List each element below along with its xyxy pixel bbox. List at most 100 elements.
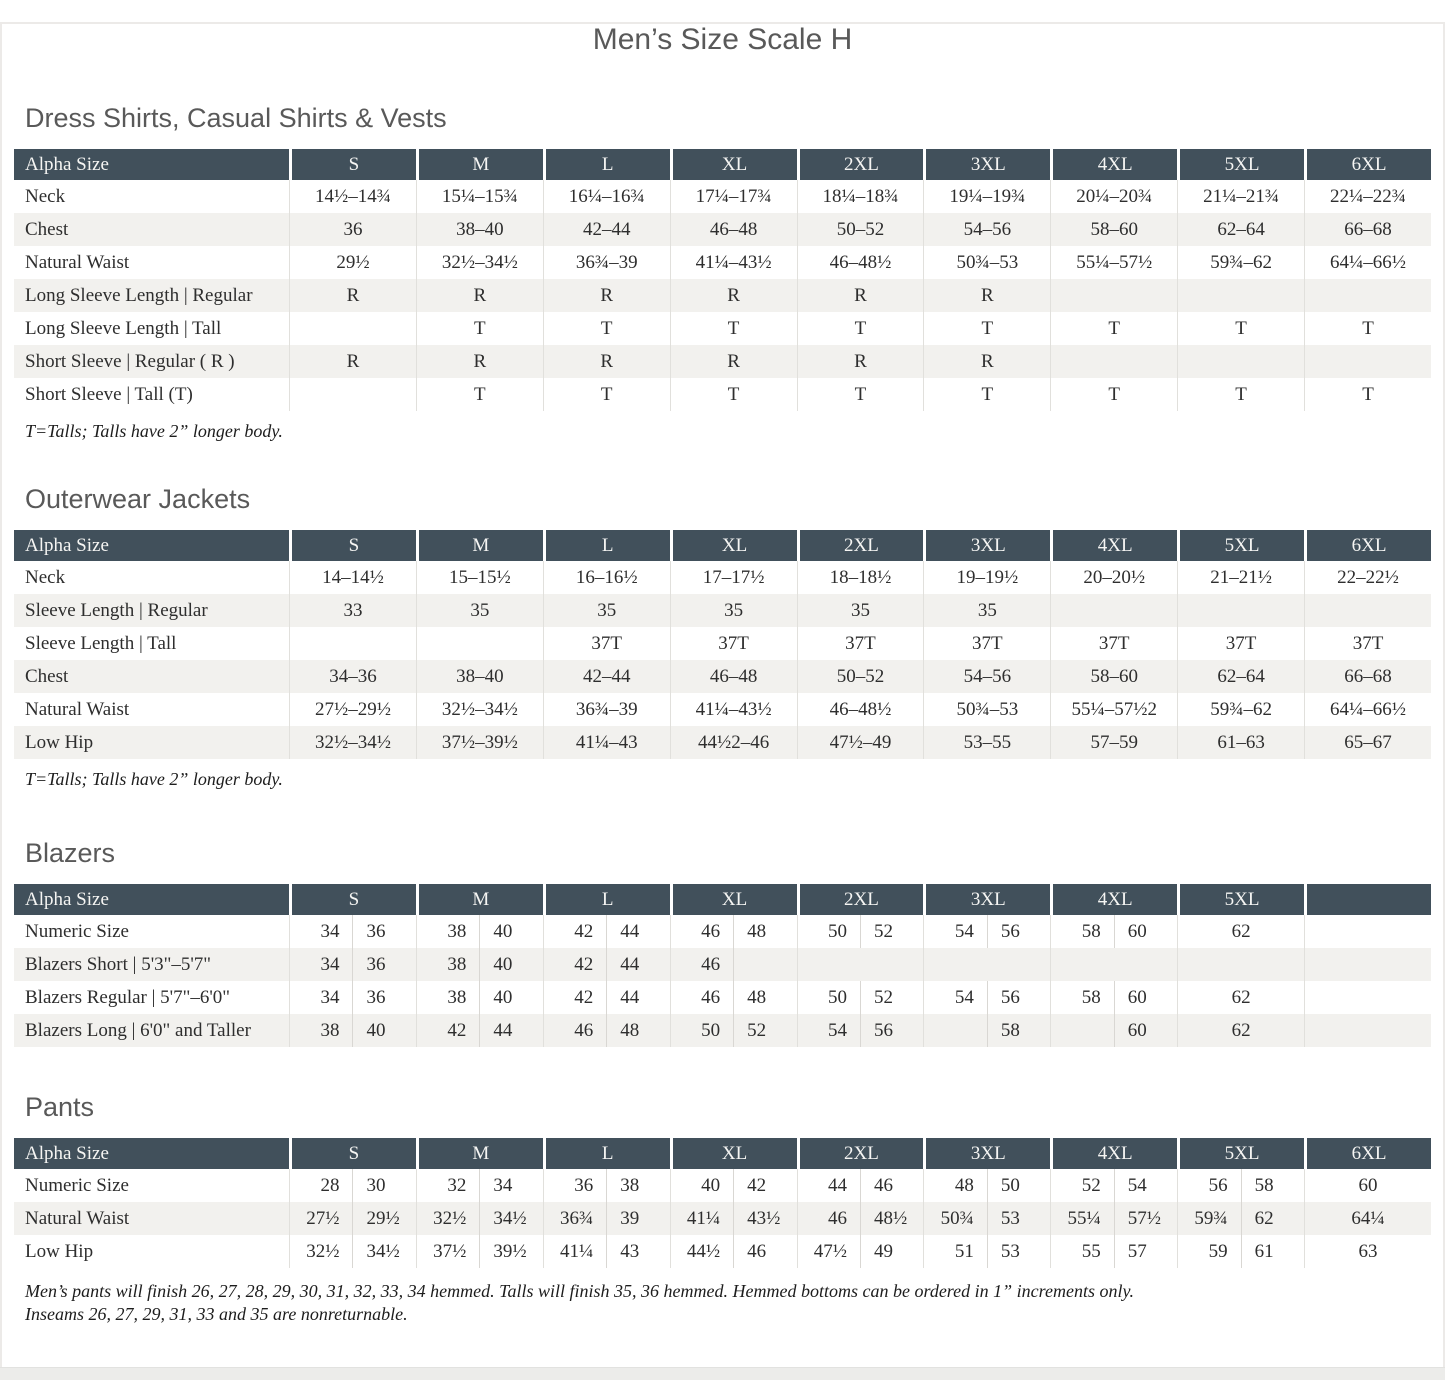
outerwear-jackets-table-container: Alpha Size S M L XL 2XL 3XL 4XL 5XL 6XL Neck 14–14½…: [0, 530, 1445, 759]
size-table: Alpha Size S M L XL 2XL 3XL 4XL 5XL 6XL Numeric Si…: [14, 1138, 1431, 1268]
value-pair: 46 48: [671, 981, 797, 1014]
table-cell: R: [289, 345, 416, 378]
table-cell: 32½–34½: [289, 726, 416, 759]
cell-value-left: 34: [290, 915, 354, 948]
cell-value-left: 54: [924, 981, 988, 1014]
cell-value-right: 53: [1000, 1240, 1020, 1262]
column-header: XL: [669, 1138, 797, 1169]
table-cell: 17–17½: [669, 561, 797, 594]
table-cell: [796, 948, 924, 981]
cell-value-right: 44: [493, 1019, 513, 1041]
cell-value-left: 50: [671, 1014, 735, 1047]
table-cell: 42 44: [542, 948, 670, 981]
cell-value-right: 40: [366, 1019, 386, 1041]
cell-value-left: 48: [924, 1169, 988, 1202]
table-row: Neck 14–14½ 15–15½ 16–16½ 17–17½ 18–18½ 19–19½…: [14, 561, 1431, 594]
cell-value-right: 56: [1000, 920, 1020, 942]
value-pair: 42 44: [544, 948, 670, 981]
cell-value-left: 40: [671, 1169, 735, 1202]
cell-value-right: 58: [1254, 1174, 1274, 1196]
table-cell: 54 56: [796, 1014, 924, 1047]
column-header: 4XL: [1050, 884, 1178, 915]
table-footnote: T=Talls; Talls have 2” longer body.: [25, 421, 283, 441]
value-pair: 46 48: [544, 1014, 670, 1047]
row-label: Blazers Long | 6'0" and Taller: [25, 1019, 251, 1041]
cell-value-right: 48: [747, 920, 767, 942]
cell-value-right: 44: [620, 986, 640, 1008]
value-pair: 32½ 34½: [290, 1235, 416, 1268]
footer-notes: Men’s pants will finish 26, 27, 28, 29, …: [25, 1280, 1445, 1326]
value-pair: 40 42: [671, 1169, 797, 1202]
column-header-label: Alpha Size: [14, 530, 290, 561]
table-cell: 36¾–39: [542, 693, 670, 726]
cell-value-right: 29½: [366, 1207, 400, 1229]
column-header: S: [289, 884, 416, 915]
cell-value-left: [1051, 1014, 1115, 1047]
column-header: XL: [669, 149, 797, 180]
value-pair: 50 52: [671, 1014, 797, 1047]
table-cell: 52 54: [1050, 1169, 1177, 1202]
value-pair: 50¾ 53: [924, 1202, 1050, 1235]
table-cell: 14½–14¾: [289, 180, 416, 213]
value-pair: 47½ 49: [798, 1235, 924, 1268]
column-header: S: [289, 530, 416, 561]
value-pair: 44½ 46: [671, 1235, 797, 1268]
table-cell: 34 36: [289, 948, 416, 981]
table-cell: 16–16½: [542, 561, 670, 594]
table-cell: 41¼–43½: [669, 246, 797, 279]
table-cell: 37T: [1304, 627, 1431, 660]
column-header: 5XL: [1177, 1138, 1305, 1169]
value-pair: 55 57: [1051, 1235, 1177, 1268]
table-cell: 38 40: [289, 1014, 416, 1047]
table-cell: [289, 312, 416, 345]
table-cell: 38–40: [415, 213, 543, 246]
table-cell: T: [796, 312, 924, 345]
table-cell: 34 36: [289, 981, 416, 1014]
table-cell: [1304, 1014, 1431, 1047]
page-title: Men’s Size Scale H: [592, 23, 853, 56]
table-row: Natural Waist 29½ 32½–34½ 36¾–39 41¼–43½ 46–4…: [14, 246, 1431, 279]
column-header: 2XL: [796, 1138, 924, 1169]
value-pair: 46: [671, 948, 797, 981]
value-pair: 58 60: [1051, 915, 1177, 948]
table-cell: 64¼–66½: [1304, 693, 1431, 726]
table-row: Chest 34–36 38–40 42–44 46–48 50–52 54–56 58–60…: [14, 660, 1431, 693]
table-cell: 35: [542, 594, 670, 627]
cell-value-right: 48½: [873, 1207, 908, 1229]
table-cell: 46 48: [542, 1014, 670, 1047]
footer-note-line: Men’s pants will finish 26, 27, 28, 29, …: [25, 1281, 1134, 1301]
table-cell: T: [669, 378, 797, 411]
table-cell: T: [923, 312, 1050, 345]
value-pair: 59 61: [1178, 1235, 1304, 1268]
table-cell: 32½–34½: [415, 246, 543, 279]
table-cell: 46–48: [669, 660, 797, 693]
cell-value-right: 36: [366, 920, 386, 942]
column-header: 5XL: [1177, 884, 1305, 915]
cell-value-left: 58: [1051, 915, 1115, 948]
table-cell: 41¼ 43: [542, 1235, 670, 1268]
table-cell: 61–63: [1177, 726, 1304, 759]
cell-value-right: 48: [620, 1019, 640, 1041]
cell-value-left: 27½: [290, 1202, 354, 1235]
table-cell: 21–21½: [1177, 561, 1304, 594]
value-pair: 46 48: [671, 915, 797, 948]
cell-value-right: 44: [620, 920, 640, 942]
table-cell: T: [542, 312, 670, 345]
table-cell: 55¼–57½2: [1050, 693, 1177, 726]
pants-table-container: Alpha Size S M L XL 2XL 3XL 4XL 5XL 6XL Numeric Si…: [0, 1138, 1445, 1268]
section-blazers: Blazers Alpha Size S M L XL 2XL 3XL 4XL 5XL Numer…: [0, 835, 1445, 1047]
size-table: Alpha Size S M L XL 2XL 3XL 4XL 5XL Numeric Size 3…: [14, 884, 1431, 1047]
row-label: Chest: [25, 218, 69, 240]
cell-value-right: 52: [873, 986, 893, 1008]
table-cell: 46–48: [669, 213, 797, 246]
cell-value-right: 48: [747, 986, 767, 1008]
cell-value-left: 55: [1051, 1235, 1115, 1268]
cell-value-left: 54: [924, 915, 988, 948]
column-header: S: [289, 149, 416, 180]
column-header: 3XL: [923, 530, 1051, 561]
table-cell: 42–44: [542, 213, 670, 246]
dress-shirts-table-container: Alpha Size S M L XL 2XL 3XL 4XL 5XL 6XL Neck 14½–14…: [0, 149, 1445, 411]
table-row: Natural Waist 27½–29½ 32½–34½ 36¾–39 41¼–43½…: [14, 693, 1431, 726]
table-cell: 62: [1177, 915, 1304, 948]
table-cell: 35: [415, 594, 543, 627]
